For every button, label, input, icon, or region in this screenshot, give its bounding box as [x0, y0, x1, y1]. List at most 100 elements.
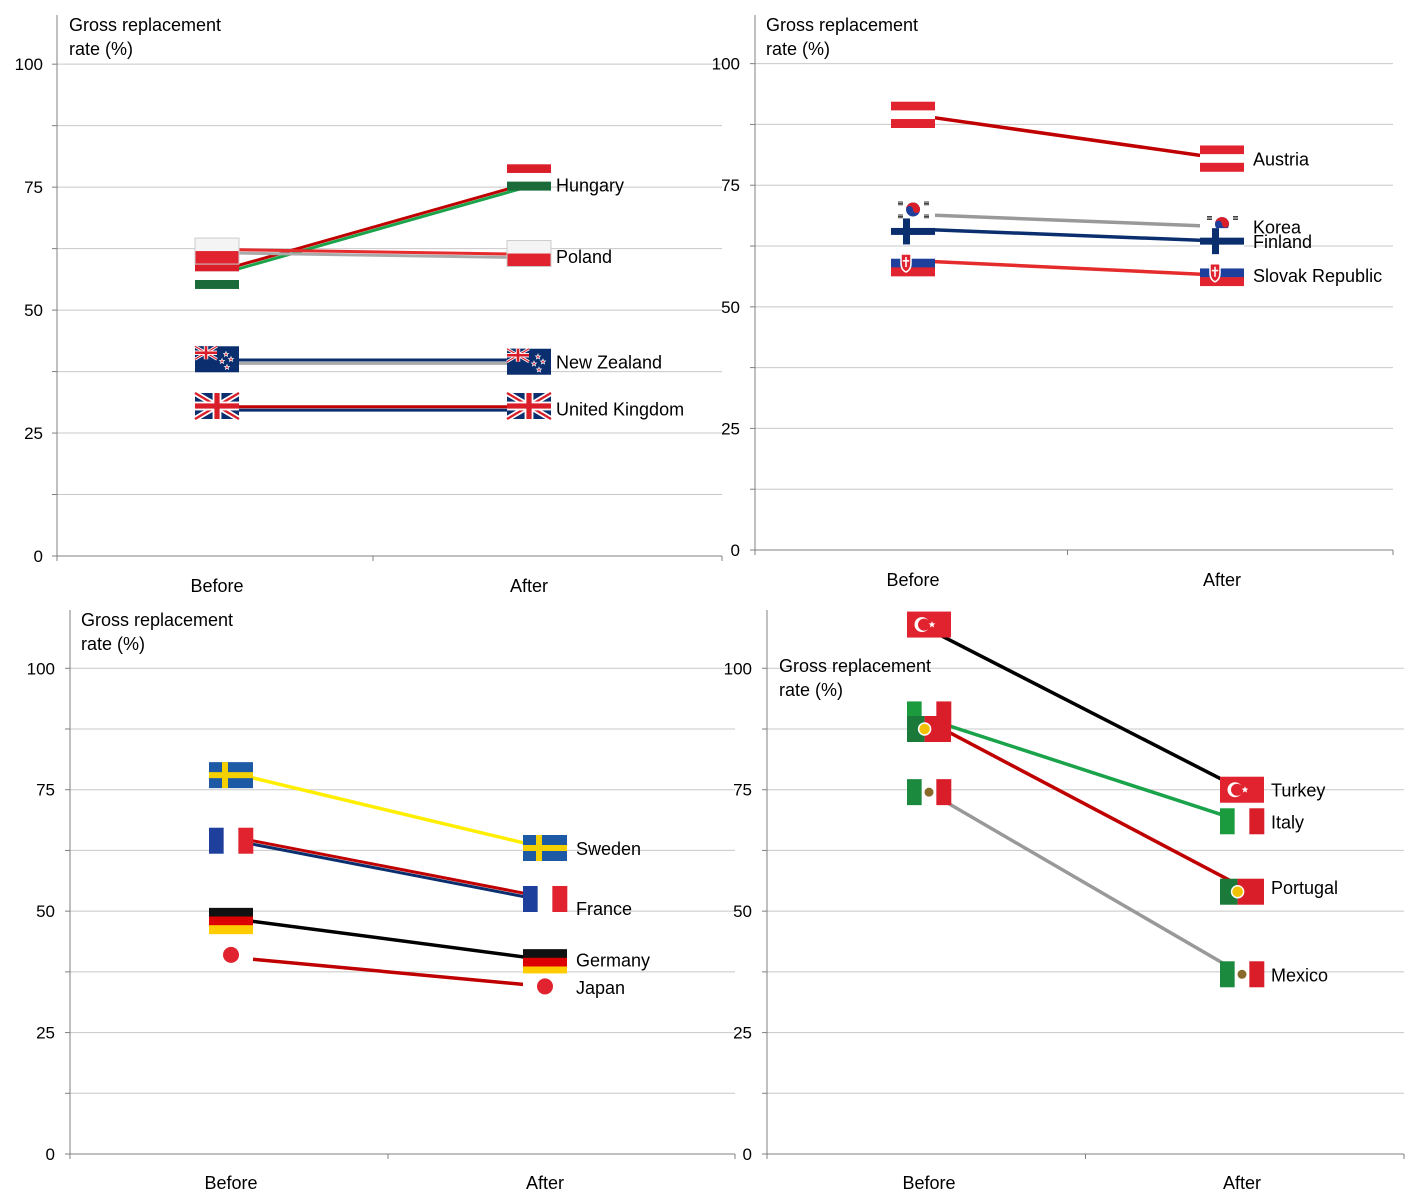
series-line [230, 838, 546, 903]
series-line [928, 720, 1243, 889]
series-line [216, 251, 530, 260]
y-tick-label: 100 [712, 55, 740, 74]
y-axis-title: Gross replacement [69, 15, 221, 35]
series-austria [912, 112, 1223, 161]
france-flag [209, 827, 254, 854]
series-france [230, 835, 546, 903]
chart-panel-4: 0 25 50 75 100 Before After Gross replacement ra… [724, 610, 1405, 1193]
y-axis-title: rate (%) [69, 39, 133, 59]
y-tick-label: 0 [34, 547, 43, 566]
x-category-label: After [1223, 1173, 1261, 1193]
series-label: New Zealand [556, 353, 662, 373]
finland-flag [891, 218, 935, 245]
new-zealand-flag [194, 345, 239, 373]
series-label: Poland [556, 247, 612, 267]
x-category-label: After [526, 1173, 564, 1193]
series-korea [912, 212, 1223, 229]
y-tick-label: 75 [24, 178, 43, 197]
slovakia-flag [1200, 259, 1244, 287]
finland-flag [1200, 228, 1244, 255]
series-japan [230, 955, 546, 989]
y-tick-label: 50 [733, 902, 752, 921]
italy-flag [1220, 808, 1265, 835]
chart-panel-1: 0 25 50 75 100 Before After Gross replacement ra… [15, 15, 723, 596]
y-tick-label: 50 [24, 301, 43, 320]
mexico-flag [1220, 961, 1265, 988]
series-finland [912, 227, 1223, 243]
series-label: Mexico [1271, 965, 1328, 985]
y-tick-label: 0 [743, 1145, 752, 1164]
y-tick-label: 0 [46, 1145, 55, 1164]
y-tick-label: 75 [733, 781, 752, 800]
series-label: United Kingdom [556, 399, 684, 419]
uk-flag [193, 390, 241, 422]
y-tick-label: 100 [15, 55, 43, 74]
series-new-zealand [217, 358, 529, 365]
sweden-flag [209, 762, 253, 789]
series-line [912, 112, 1223, 161]
y-tick-label: 25 [36, 1024, 55, 1043]
series-poland [216, 247, 530, 260]
series-label: France [576, 899, 632, 919]
series-label: Hungary [556, 176, 624, 196]
x-category-label: Before [886, 570, 939, 590]
series-line [912, 258, 1223, 277]
y-tick-label: 50 [721, 298, 740, 317]
series-line [230, 955, 546, 989]
sweden-flag [523, 835, 567, 861]
series-label: Korea [1253, 218, 1302, 238]
series-sweden [230, 771, 546, 850]
series-line [216, 184, 530, 277]
series-germany [230, 916, 546, 962]
japan-flag [209, 941, 253, 968]
chart-panel-3: 0 25 50 75 100 Before After Gross replacement ra… [27, 610, 736, 1193]
y-axis-title: rate (%) [81, 634, 145, 654]
y-tick-label: 25 [24, 424, 43, 443]
y-tick-label: 0 [731, 541, 740, 560]
series-line [230, 916, 546, 962]
series-line [912, 212, 1223, 229]
portugal-flag [1220, 878, 1264, 905]
y-tick-label: 100 [724, 659, 752, 678]
x-category-label: After [510, 576, 548, 596]
y-axis-title: Gross replacement [766, 15, 918, 35]
germany-flag [209, 907, 253, 935]
series-mexico [928, 790, 1243, 976]
y-tick-label: 25 [721, 419, 740, 438]
hungary-flag [507, 164, 551, 191]
series-label: Finland [1253, 232, 1312, 252]
series-label: Austria [1253, 149, 1310, 169]
y-tick-label: 25 [733, 1024, 752, 1043]
poland-flag [506, 240, 552, 268]
series-line [928, 627, 1243, 792]
y-tick-label: 75 [36, 781, 55, 800]
new-zealand-flag [506, 347, 551, 375]
poland-flag [194, 237, 240, 265]
series-label: Turkey [1271, 781, 1325, 801]
series-label: Portugal [1271, 878, 1338, 898]
series-italy [928, 717, 1243, 823]
germany-flag [523, 949, 567, 976]
series-slovak-republic [912, 258, 1223, 277]
series-line [230, 771, 546, 850]
x-category-label: After [1203, 570, 1241, 590]
y-tick-label: 50 [36, 902, 55, 921]
series-label: Germany [576, 951, 650, 971]
x-category-label: Before [902, 1173, 955, 1193]
series-line [928, 790, 1243, 976]
x-category-label: Before [190, 576, 243, 596]
portugal-flag [907, 716, 951, 742]
series-label: Sweden [576, 839, 641, 859]
series-united-kingdom [217, 405, 529, 412]
mexico-flag [907, 779, 952, 806]
hungary-flag [195, 262, 239, 289]
france-flag [523, 886, 568, 912]
series-line [216, 181, 530, 273]
turkey-flag [1220, 776, 1264, 803]
series-turkey [928, 627, 1243, 792]
series-label: Slovak Republic [1253, 266, 1382, 286]
austria-flag [1200, 145, 1244, 172]
x-category-label: Before [204, 1173, 257, 1193]
series-line [216, 247, 530, 256]
